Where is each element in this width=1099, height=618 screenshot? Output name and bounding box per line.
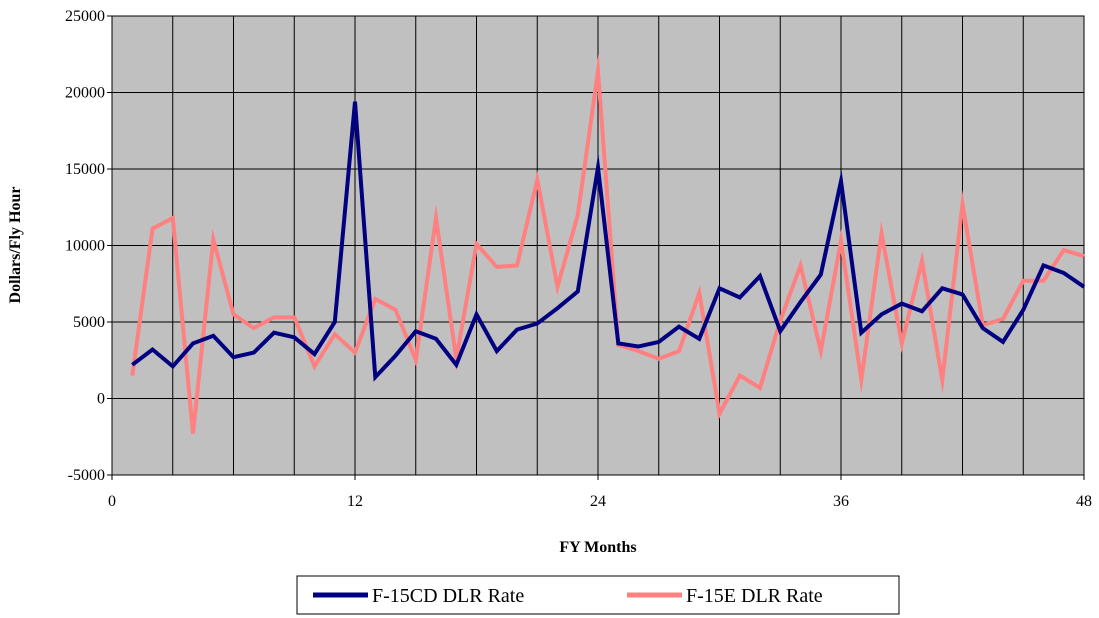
x-tick-label: 0 [108, 493, 116, 510]
series-line-f15e [130, 52, 1085, 434]
legend: F-15CD DLR Rate F-15E DLR Rate [296, 575, 900, 615]
y-tick-label: 25000 [65, 8, 105, 25]
y-tick-label: 20000 [65, 85, 105, 102]
x-tick-label: 36 [833, 493, 849, 510]
y-tick-label: 0 [97, 391, 105, 408]
series-lines [130, 52, 1086, 434]
x-tick-label: 24 [590, 493, 606, 510]
y-axis-title: Dollars/Fly Hour [7, 187, 24, 304]
y-axis-ticks: -5000 0 5000 10000 15000 20000 25000 [65, 8, 112, 484]
x-axis-title: FY Months [559, 539, 636, 556]
x-tick-label: 48 [1076, 493, 1092, 510]
legend-label-f15cd: F-15CD DLR Rate [372, 585, 524, 607]
y-tick-label: 15000 [65, 161, 105, 178]
legend-box [296, 575, 900, 615]
y-tick-label: -5000 [68, 467, 105, 484]
y-tick-label: 5000 [73, 314, 105, 331]
x-axis-ticks: 0 12 24 36 48 [108, 475, 1092, 510]
series-line-f15cd [131, 101, 1086, 382]
legend-label-f15e: F-15E DLR Rate [686, 585, 823, 607]
x-tick-label: 12 [347, 493, 363, 510]
y-tick-label: 10000 [65, 238, 105, 255]
